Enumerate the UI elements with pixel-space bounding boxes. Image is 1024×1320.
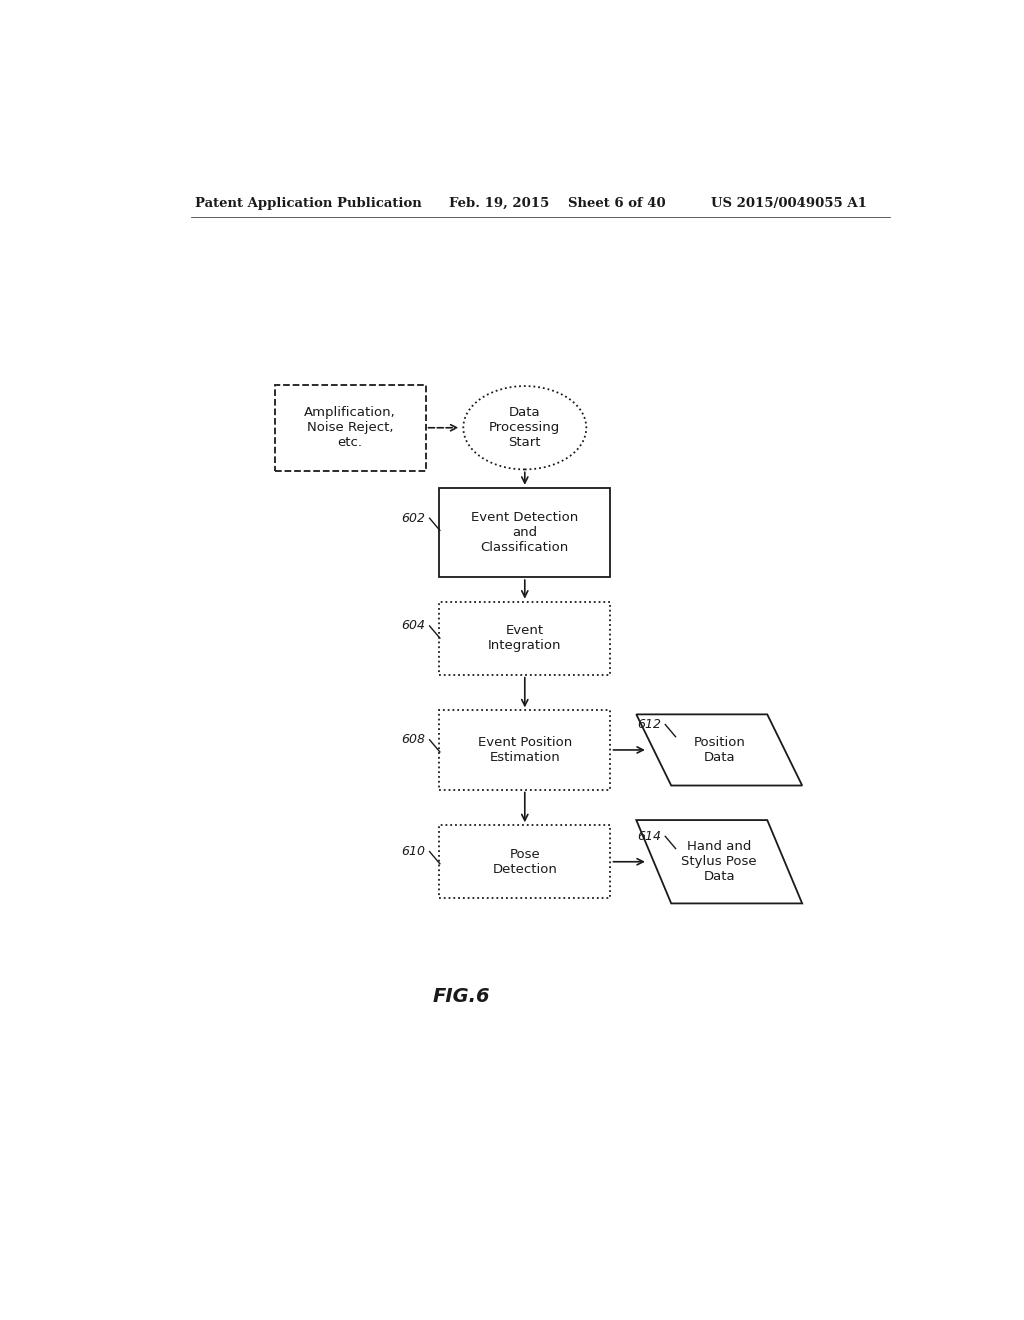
FancyBboxPatch shape [439,487,610,577]
Polygon shape [636,714,802,785]
Text: 602: 602 [401,512,426,525]
FancyBboxPatch shape [274,384,426,471]
Text: Sheet 6 of 40: Sheet 6 of 40 [568,197,666,210]
Polygon shape [636,820,802,903]
Text: Pose
Detection: Pose Detection [493,847,557,875]
Text: 614: 614 [637,830,662,843]
Text: Position
Data: Position Data [693,737,745,764]
Text: Event Position
Estimation: Event Position Estimation [477,737,572,764]
Text: 604: 604 [401,619,426,632]
Text: 610: 610 [401,845,426,858]
Ellipse shape [463,385,587,470]
FancyBboxPatch shape [439,825,610,899]
Text: 608: 608 [401,734,426,746]
Text: Patent Application Publication: Patent Application Publication [196,197,422,210]
Text: Data
Processing
Start: Data Processing Start [489,407,560,449]
Text: Hand and
Stylus Pose
Data: Hand and Stylus Pose Data [681,841,757,883]
Text: Event Detection
and
Classification: Event Detection and Classification [471,511,579,554]
Text: FIG.6: FIG.6 [432,987,490,1006]
Text: Feb. 19, 2015: Feb. 19, 2015 [450,197,550,210]
Text: 612: 612 [637,718,662,731]
FancyBboxPatch shape [439,710,610,789]
Text: Event
Integration: Event Integration [488,624,561,652]
Text: Amplification,
Noise Reject,
etc.: Amplification, Noise Reject, etc. [304,407,396,449]
Text: US 2015/0049055 A1: US 2015/0049055 A1 [712,197,867,210]
FancyBboxPatch shape [439,602,610,675]
